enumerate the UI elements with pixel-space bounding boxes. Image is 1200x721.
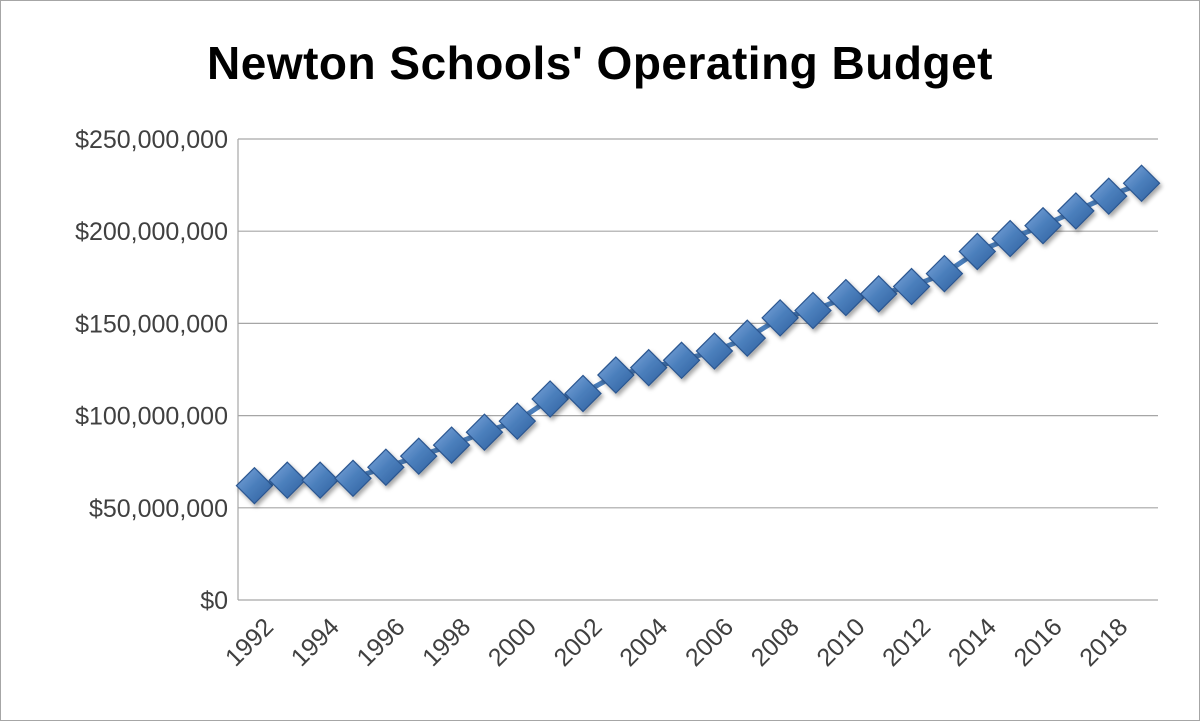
x-tick-label: 2006 bbox=[680, 613, 739, 672]
data-point bbox=[1024, 206, 1062, 245]
chart-title: Newton Schools' Operating Budget bbox=[207, 37, 993, 89]
x-tick-label: 2014 bbox=[943, 613, 1002, 672]
data-point bbox=[1089, 177, 1128, 216]
series-markers bbox=[235, 164, 1161, 505]
x-tick-label: 2000 bbox=[483, 613, 542, 672]
data-point bbox=[892, 267, 931, 306]
data-point bbox=[728, 319, 767, 358]
x-tick-label: 2016 bbox=[1009, 613, 1068, 672]
axes bbox=[237, 139, 1158, 601]
data-point bbox=[564, 374, 602, 413]
y-tick-label: $50,000,000 bbox=[89, 495, 228, 523]
data-point bbox=[1057, 192, 1095, 230]
data-point bbox=[235, 466, 274, 505]
x-tick-label: 2010 bbox=[811, 613, 870, 672]
data-point bbox=[268, 461, 307, 499]
data-point bbox=[991, 219, 1029, 258]
data-point bbox=[432, 426, 471, 464]
y-tick-label: $0 bbox=[200, 587, 228, 615]
x-tick-label: 1994 bbox=[286, 613, 345, 672]
x-tick-labels: 1992 1994 1996 1998 2000 2002 2004 2006 2008 2010… bbox=[220, 613, 1133, 672]
data-point bbox=[1122, 164, 1161, 203]
data-point bbox=[399, 437, 438, 476]
x-tick-label: 2002 bbox=[549, 613, 608, 672]
data-point bbox=[859, 275, 898, 313]
data-point bbox=[465, 413, 504, 452]
y-tick-label: $200,000,000 bbox=[75, 218, 228, 246]
gridlines bbox=[238, 138, 1158, 509]
data-point bbox=[794, 291, 832, 330]
x-tick-label: 2008 bbox=[746, 613, 805, 672]
data-point bbox=[827, 278, 865, 317]
x-tick-label: 2012 bbox=[877, 613, 936, 672]
y-tick-labels: $0 $50,000,000 $100,000,000 $150,000,000 $20… bbox=[75, 126, 228, 615]
data-point bbox=[958, 232, 997, 271]
x-tick-label: 1992 bbox=[220, 613, 279, 672]
data-point bbox=[301, 461, 339, 499]
y-tick-label: $100,000,000 bbox=[75, 403, 228, 431]
data-point bbox=[695, 332, 734, 370]
x-tick-label: 2004 bbox=[614, 613, 673, 672]
data-point bbox=[597, 356, 635, 394]
series-line bbox=[254, 180, 1143, 489]
data-point bbox=[367, 448, 405, 487]
x-tick-label: 1998 bbox=[417, 613, 476, 672]
y-tick-label: $250,000,000 bbox=[75, 126, 228, 154]
x-tick-label: 1996 bbox=[351, 613, 410, 672]
series-line-layer bbox=[254, 180, 1143, 489]
x-tick-label: 2018 bbox=[1074, 613, 1133, 672]
data-point bbox=[925, 254, 964, 293]
data-point bbox=[498, 402, 537, 440]
data-point bbox=[334, 459, 372, 498]
data-point bbox=[629, 348, 668, 387]
y-tick-label: $150,000,000 bbox=[75, 310, 228, 338]
data-point bbox=[662, 341, 701, 380]
data-point bbox=[761, 299, 799, 337]
data-point bbox=[531, 380, 569, 418]
